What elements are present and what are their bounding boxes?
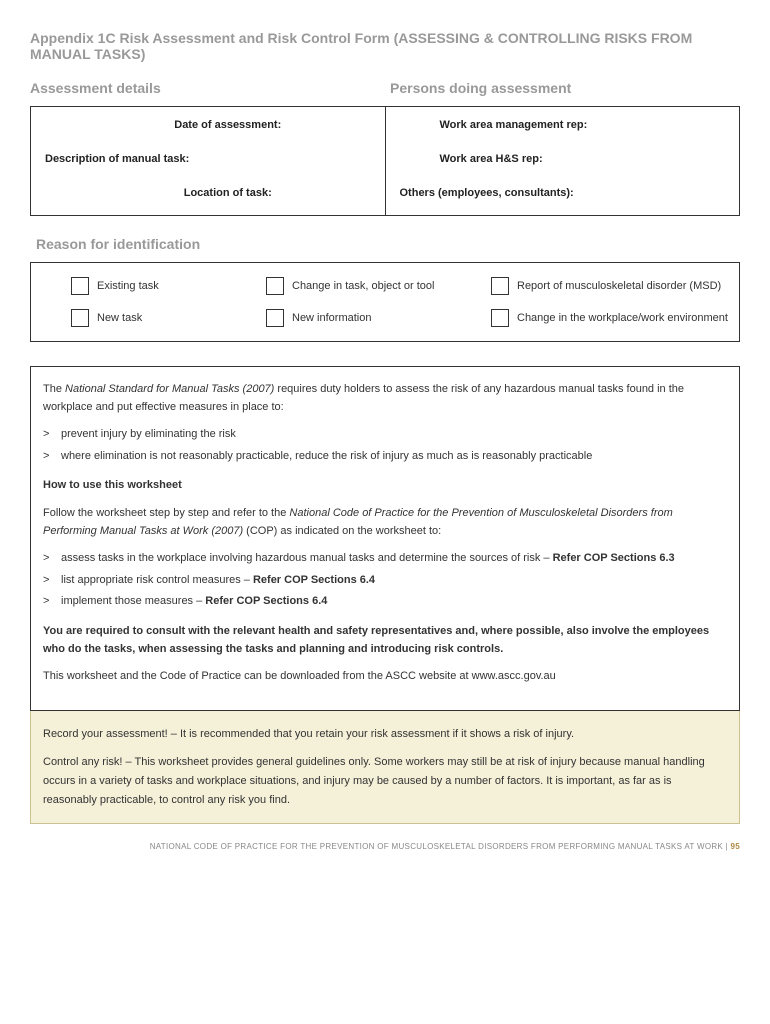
follow-text: Follow the worksheet step by step and re… — [43, 505, 727, 540]
persons-doing-header: Persons doing assessment — [380, 80, 740, 96]
checkbox-workplace-change[interactable] — [491, 309, 509, 327]
label-new-task: New task — [97, 312, 142, 324]
date-label: Date of assessment: — [45, 119, 371, 131]
checkbox-new-task[interactable] — [71, 309, 89, 327]
info-box: The National Standard for Manual Tasks (… — [30, 366, 740, 711]
reason-existing-task: Existing task — [41, 277, 266, 295]
checkbox-change-task[interactable] — [266, 277, 284, 295]
mgmt-rep-label: Work area management rep: — [400, 119, 726, 131]
reason-box: Existing task Change in task, object or … — [30, 262, 740, 342]
label-workplace-change: Change in the workplace/work environment — [517, 312, 728, 324]
hs-rep-label: Work area H&S rep: — [400, 153, 726, 165]
checkbox-report-msd[interactable] — [491, 277, 509, 295]
reason-row-1: Existing task Change in task, object or … — [41, 277, 729, 295]
page-title: Appendix 1C Risk Assessment and Risk Con… — [30, 30, 740, 62]
reason-workplace-change: Change in the workplace/work environment — [491, 309, 729, 327]
details-left-column: Date of assessment: Description of manua… — [31, 107, 386, 215]
assessment-details-header: Assessment details — [30, 80, 380, 96]
reason-report-msd: Report of musculoskeletal disorder (MSD) — [491, 277, 729, 295]
bullet-list-controls: list appropriate risk control measures –… — [43, 572, 727, 590]
checkbox-existing-task[interactable] — [71, 277, 89, 295]
info-bullets-2: assess tasks in the workplace involving … — [43, 550, 727, 611]
description-label: Description of manual task: — [45, 153, 371, 165]
section-headers-row: Assessment details Persons doing assessm… — [30, 80, 740, 96]
location-label: Location of task: — [45, 187, 371, 199]
reason-header: Reason for identification — [30, 236, 740, 252]
label-existing-task: Existing task — [97, 280, 159, 292]
label-report-msd: Report of musculoskeletal disorder (MSD) — [517, 280, 721, 292]
label-change-task: Change in task, object or tool — [292, 280, 434, 292]
reason-change-task: Change in task, object or tool — [266, 277, 491, 295]
details-right-column: Work area management rep: Work area H&S … — [386, 107, 740, 215]
page-number: 95 — [731, 842, 741, 851]
bullet-prevent: prevent injury by eliminating the risk — [43, 426, 727, 444]
reason-new-info: New information — [266, 309, 491, 327]
reason-new-task: New task — [41, 309, 266, 327]
details-box: Date of assessment: Description of manua… — [30, 106, 740, 216]
info-bullets-1: prevent injury by eliminating the risk w… — [43, 426, 727, 465]
page-footer: NATIONAL CODE OF PRACTICE FOR THE PREVEN… — [30, 842, 740, 851]
howto-heading: How to use this worksheet — [43, 477, 727, 495]
record-text: Record your assessment! – It is recommen… — [43, 725, 727, 744]
highlight-box: Record your assessment! – It is recommen… — [30, 711, 740, 825]
control-text: Control any risk! – This worksheet provi… — [43, 753, 727, 809]
bullet-reduce: where elimination is not reasonably prac… — [43, 448, 727, 466]
label-new-info: New information — [292, 312, 371, 324]
download-text: This worksheet and the Code of Practice … — [43, 668, 727, 686]
bullet-assess: assess tasks in the workplace involving … — [43, 550, 727, 568]
consult-text: You are required to consult with the rel… — [43, 623, 727, 658]
reason-row-2: New task New information Change in the w… — [41, 309, 729, 327]
bullet-implement: implement those measures – Refer COP Sec… — [43, 593, 727, 611]
checkbox-new-info[interactable] — [266, 309, 284, 327]
footer-text: NATIONAL CODE OF PRACTICE FOR THE PREVEN… — [150, 842, 723, 851]
info-intro: The National Standard for Manual Tasks (… — [43, 381, 727, 416]
others-label: Others (employees, consultants): — [400, 187, 726, 199]
